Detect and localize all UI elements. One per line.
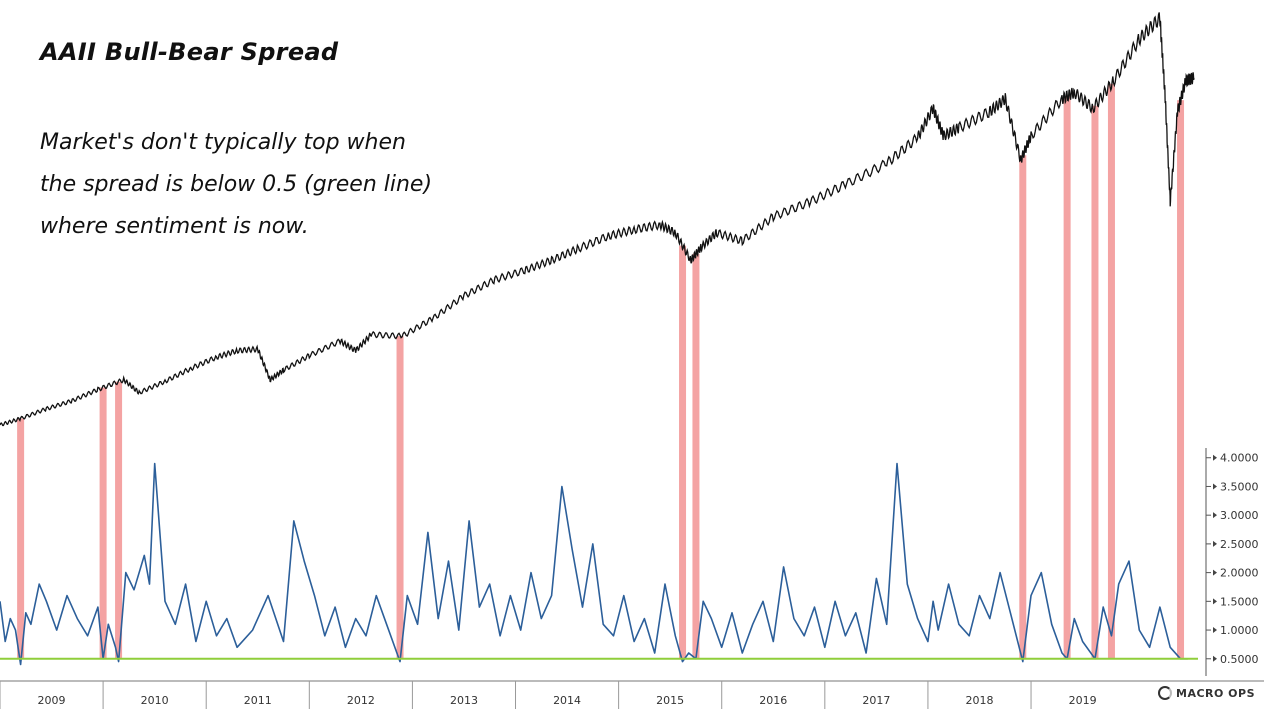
chart-title: AAII Bull-Bear Spread xyxy=(40,38,339,66)
y-tick-label-5: 1.5000 xyxy=(1220,595,1259,608)
y-tick-arrow-0 xyxy=(1213,454,1217,461)
annotation-line-1: Market's don't typically top when xyxy=(40,130,406,155)
y-tick-arrow-4 xyxy=(1213,569,1217,576)
y-tick-label-1: 3.5000 xyxy=(1220,480,1259,493)
spread-line xyxy=(0,462,1188,666)
highlight-bar-10 xyxy=(1177,100,1185,659)
y-tick-arrow-1 xyxy=(1213,483,1217,490)
y-tick-label-2: 3.0000 xyxy=(1220,509,1259,522)
x-tick-label-1: 2010 xyxy=(141,694,169,707)
y-tick-arrow-7 xyxy=(1213,655,1217,662)
y-tick-label-4: 2.0000 xyxy=(1220,567,1259,580)
x-axis: 2009 2010 2011 2012 2013 2014 2015 2016 2017 2018… xyxy=(0,680,1264,709)
y-tick-arrow-5 xyxy=(1213,598,1217,605)
highlight-bar-4 xyxy=(679,245,687,659)
highlight-bar-2 xyxy=(115,381,123,659)
price-line xyxy=(0,12,1195,427)
x-tick-label-10: 2019 xyxy=(1069,694,1097,707)
highlight-bar-7 xyxy=(1063,96,1071,659)
y-tick-label-0: 4.0000 xyxy=(1220,452,1259,465)
logo-ring-icon xyxy=(1158,686,1172,700)
highlight-bar-5 xyxy=(692,253,700,659)
chart-annotation: Market's don't typically top when the sp… xyxy=(40,122,510,248)
y-tick-label-3: 2.5000 xyxy=(1220,538,1259,551)
y-tick-label-7: 0.5000 xyxy=(1220,653,1259,666)
highlight-bars xyxy=(17,83,1185,659)
highlight-bar-8 xyxy=(1091,105,1099,659)
annotation-line-3: where sentiment is now. xyxy=(40,214,309,239)
highlight-bar-1 xyxy=(99,387,107,659)
highlight-bar-6 xyxy=(1019,155,1027,659)
y-tick-arrow-6 xyxy=(1213,627,1217,634)
y-axis: 4.0000 3.5000 3.0000 2.5000 2.0000 1.5000 1.00… xyxy=(1205,448,1259,676)
price-series xyxy=(0,12,1195,427)
x-tick-label-5: 2014 xyxy=(553,694,581,707)
x-tick-label-2: 2011 xyxy=(244,694,272,707)
x-tick-label-4: 2013 xyxy=(450,694,478,707)
highlight-bar-3 xyxy=(396,336,404,659)
macro-ops-logo: MACRO OPS xyxy=(1158,686,1255,700)
y-tick-label-6: 1.0000 xyxy=(1220,624,1259,637)
highlight-bar-9 xyxy=(1107,83,1115,659)
y-tick-arrow-2 xyxy=(1213,512,1217,519)
y-tick-arrow-3 xyxy=(1213,540,1217,547)
x-tick-label-7: 2016 xyxy=(759,694,787,707)
x-tick-label-0: 2009 xyxy=(38,694,66,707)
annotation-line-2: the spread is below 0.5 (green line) xyxy=(40,172,433,197)
x-tick-label-9: 2018 xyxy=(965,694,993,707)
x-tick-label-8: 2017 xyxy=(862,694,890,707)
spread-series xyxy=(0,462,1188,666)
x-tick-label-3: 2012 xyxy=(347,694,375,707)
x-tick-label-6: 2015 xyxy=(656,694,684,707)
highlight-bar-0 xyxy=(17,418,25,659)
